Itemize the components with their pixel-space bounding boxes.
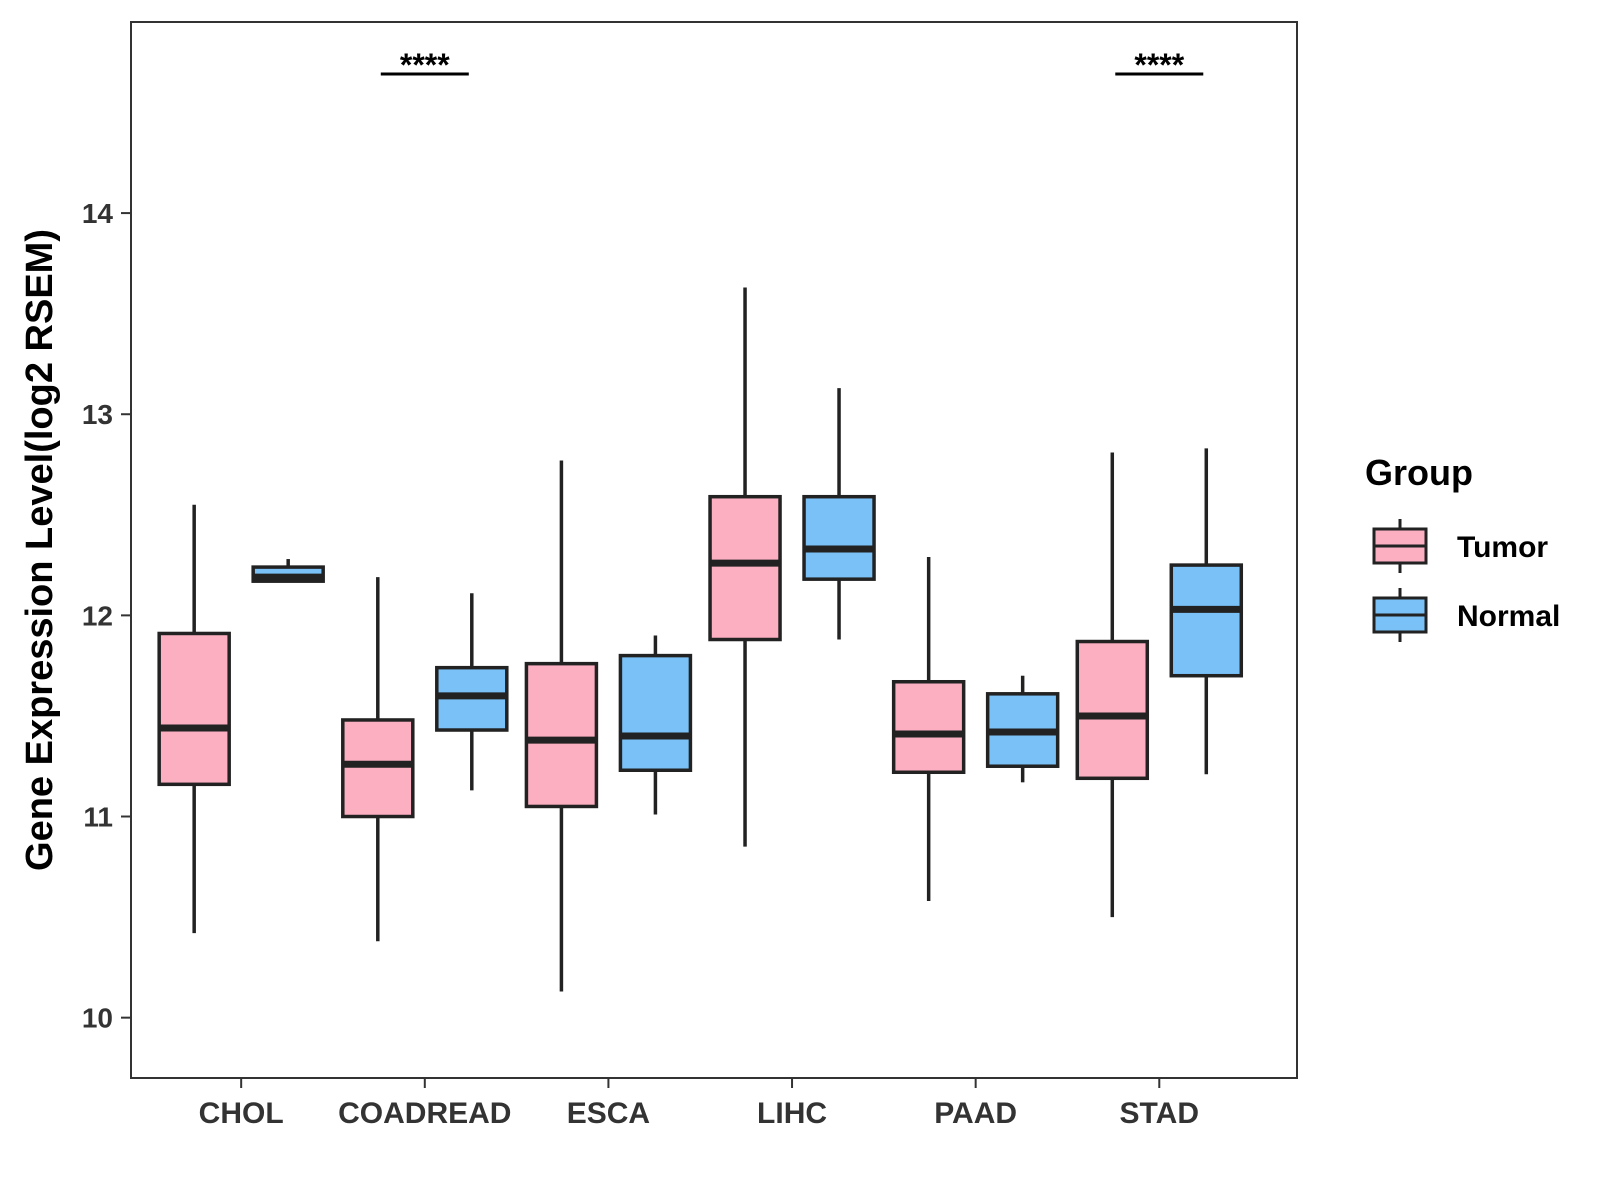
significance-annotations: **** **** xyxy=(380,47,1204,83)
box-tumor-lihc xyxy=(708,287,782,847)
box-iqr xyxy=(524,661,599,809)
box-normal-chol xyxy=(251,559,325,583)
box-tumor-coadread xyxy=(341,577,415,942)
box-iqr xyxy=(891,679,966,775)
legend-key-normal xyxy=(1372,588,1428,642)
box-normal-stad xyxy=(1169,448,1244,775)
y-axis-title: Gene Expression Level(log2 RSEM) xyxy=(19,229,61,871)
box-iqr xyxy=(341,718,415,819)
x-axis: CHOL COADREAD ESCA LIHC PAAD STAD xyxy=(199,1078,1199,1130)
box-iqr xyxy=(802,494,876,581)
box-iqr xyxy=(1169,563,1244,678)
x-tick-label: ESCA xyxy=(567,1097,650,1130)
box-iqr xyxy=(157,631,231,787)
legend-title: Group xyxy=(1365,452,1473,493)
y-tick-label: 10 xyxy=(82,1003,113,1034)
box-iqr xyxy=(708,494,782,642)
y-tick-label: 14 xyxy=(82,198,114,229)
box-normal-esca xyxy=(618,635,693,815)
y-axis: 10 11 12 13 14 xyxy=(82,198,131,1034)
y-tick-label: 13 xyxy=(82,399,113,430)
legend-label-normal: Normal xyxy=(1457,600,1560,633)
significance-label: **** xyxy=(1134,47,1184,83)
y-tick-label: 11 xyxy=(83,802,113,833)
box-normal-lihc xyxy=(802,388,876,640)
legend-key-tumor xyxy=(1372,519,1428,573)
significance-label: **** xyxy=(400,47,450,83)
box-normal-paad xyxy=(985,675,1060,783)
x-tick-label: COADREAD xyxy=(338,1097,511,1130)
box-iqr xyxy=(618,653,693,773)
x-tick-label: PAAD xyxy=(934,1097,1017,1130)
box-normal-coadread xyxy=(435,593,509,791)
box-iqr xyxy=(1075,639,1150,781)
box-tumor-paad xyxy=(891,557,966,901)
legend-label-tumor: Tumor xyxy=(1457,531,1548,564)
x-tick-label: LIHC xyxy=(757,1097,827,1130)
y-tick-label: 12 xyxy=(82,600,113,631)
x-tick-label: CHOL xyxy=(199,1097,284,1130)
box-tumor-chol xyxy=(157,504,231,934)
box-tumor-stad xyxy=(1075,452,1150,918)
x-tick-label: STAD xyxy=(1120,1097,1199,1130)
legend: Group Tumor Normal xyxy=(1365,452,1560,642)
box-series xyxy=(157,287,1244,992)
box-tumor-esca xyxy=(524,460,599,992)
